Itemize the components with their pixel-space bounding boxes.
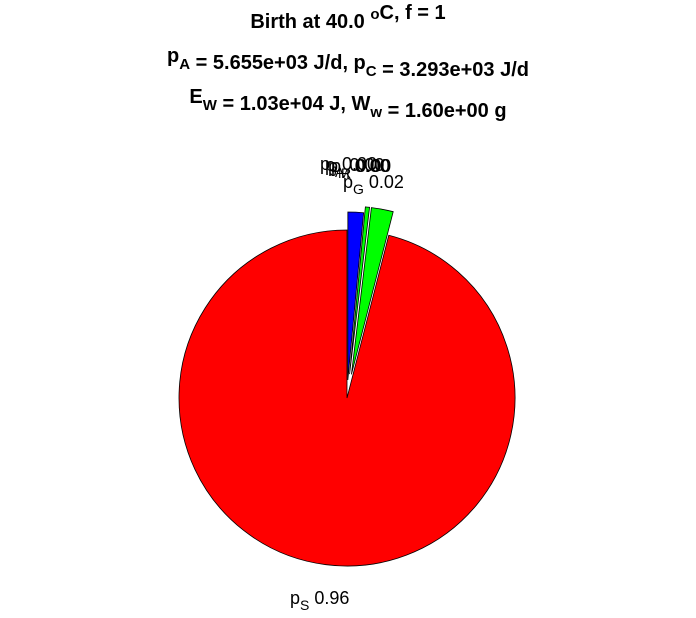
slice-label-pM: pM 0.00 [328,156,390,181]
chart-title-line-2: pA = 5.655e+03 J/d, pC = 3.293e+03 J/d [167,45,529,81]
chart-title: Birth at 40.0 oC, f = 1 pA = 5.655e+03 J/… [167,2,529,122]
slice-label-pJ: pJ 0.00 [320,154,377,179]
chart-title-line-3: EW = 1.03e+04 J, Ww = 1.60e+00 g [189,86,506,122]
slice-label-pG: pG 0.02 [343,172,404,197]
slice-label-pS: pS 0.96 [290,588,349,613]
pie-slice-pG [351,207,394,375]
pie-slice-pR [349,206,371,375]
slice-label-pR: pR 0.00 [331,156,391,181]
pie-slice-pA [347,211,365,381]
pie-slices [178,206,516,567]
chart-title-line-1: Birth at 40.0 oC, f = 1 [250,2,445,33]
slice-label-pA: pA 0.00 [325,155,384,180]
pie-slice-pS [178,229,516,567]
